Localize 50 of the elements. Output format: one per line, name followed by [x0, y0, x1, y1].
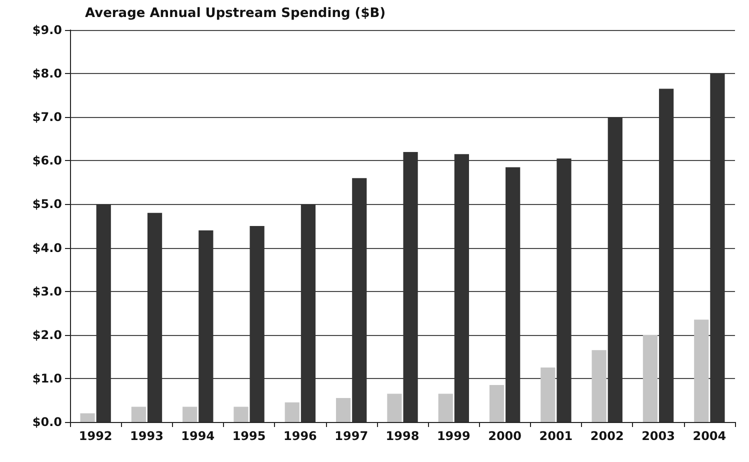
- chart-title: Average Annual Upstream Spending ($B): [85, 6, 386, 21]
- bar: [182, 406, 198, 422]
- bar: [234, 406, 248, 422]
- bar: [556, 158, 572, 422]
- bar: [403, 152, 418, 422]
- y-tick-label: $9.0: [32, 23, 62, 37]
- bar: [659, 88, 674, 422]
- bar: [489, 384, 504, 422]
- x-tick-label: 1998: [386, 429, 420, 443]
- x-tick-label: 1994: [181, 429, 215, 443]
- y-tick-label: $1.0: [32, 371, 62, 386]
- bar: [438, 394, 453, 422]
- x-tick-label: 1997: [334, 429, 368, 443]
- bar: [454, 154, 469, 422]
- y-tick-label: $4.0: [32, 240, 62, 255]
- y-tick-label: $5.0: [32, 197, 62, 212]
- x-tick-label: 1996: [283, 429, 317, 443]
- bar: [352, 178, 367, 422]
- bar: [694, 320, 709, 422]
- x-tick-label: 2002: [590, 429, 624, 443]
- x-tick-label: 2003: [642, 429, 675, 443]
- x-tick-label: 1995: [232, 429, 266, 443]
- x-tick-label: 2001: [539, 429, 573, 443]
- y-tick-label: $6.0: [32, 154, 62, 168]
- y-tick-label: $8.0: [32, 66, 62, 81]
- x-tick-label: 1999: [436, 429, 470, 443]
- y-tick-label: $2.0: [32, 328, 62, 342]
- x-tick-label: 2004: [692, 429, 726, 443]
- bar: [642, 334, 658, 422]
- bar: [300, 204, 316, 422]
- bar: [506, 167, 520, 422]
- bar: [284, 402, 300, 422]
- bar: [387, 394, 402, 422]
- y-tick-label: $3.0: [32, 284, 62, 298]
- x-tick-label: 1992: [78, 429, 112, 443]
- bar: [710, 74, 725, 422]
- bar: [540, 368, 556, 422]
- bar: [592, 350, 606, 422]
- x-tick-label: 1993: [130, 429, 164, 443]
- bar: [198, 230, 214, 422]
- bar: [250, 226, 264, 422]
- y-tick-label: $0.0: [32, 415, 62, 429]
- bar: [147, 212, 162, 422]
- bar: [96, 204, 111, 422]
- bar: [608, 117, 622, 422]
- bar: [131, 406, 146, 422]
- y-tick-label: $7.0: [32, 110, 62, 124]
- bar: [80, 413, 95, 422]
- bar: [336, 398, 351, 422]
- x-tick-label: 2000: [488, 429, 522, 443]
